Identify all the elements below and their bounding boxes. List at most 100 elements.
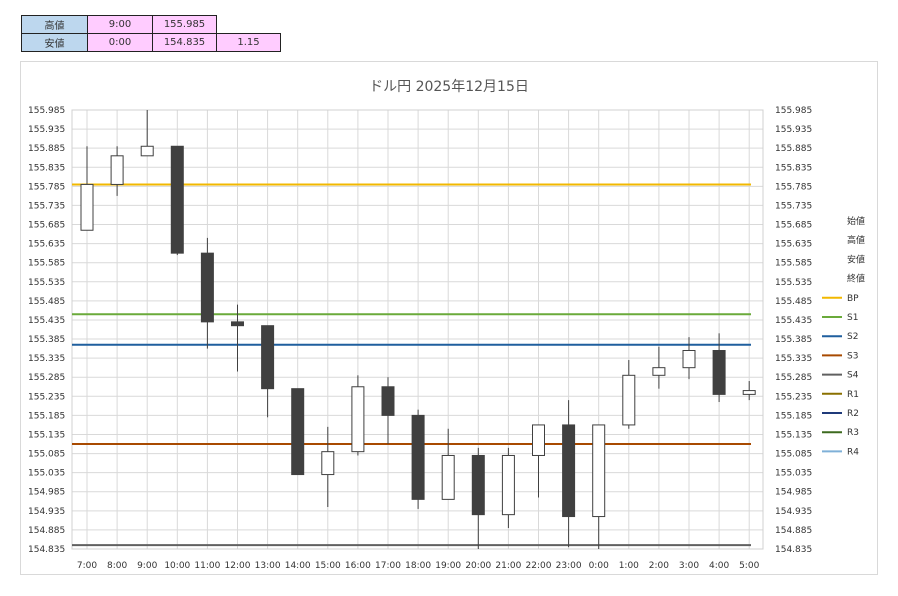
summary-low-label: 安値 xyxy=(21,33,88,52)
y-tick-label-right: 155.435 xyxy=(775,316,812,326)
y-tick-label-left: 155.885 xyxy=(28,144,65,154)
y-tick-label-left: 155.035 xyxy=(28,469,65,479)
y-tick-label-left: 154.885 xyxy=(28,526,65,536)
candle-body xyxy=(351,386,365,453)
y-tick-label-left: 155.435 xyxy=(28,316,65,326)
y-tick-label-right: 155.335 xyxy=(775,354,812,364)
y-tick-label-left: 155.485 xyxy=(28,297,65,307)
candle-body xyxy=(110,155,124,185)
y-tick-label-right: 155.735 xyxy=(775,201,812,211)
y-tick-label-left: 155.985 xyxy=(28,106,65,116)
chart-frame xyxy=(20,61,878,575)
x-tick-label: 8:00 xyxy=(107,561,127,571)
y-tick-label-right: 155.835 xyxy=(775,163,812,173)
candle-body xyxy=(381,386,395,416)
legend-label: R1 xyxy=(847,390,859,400)
x-tick-label: 22:00 xyxy=(526,561,552,571)
y-tick-label-right: 155.685 xyxy=(775,221,812,231)
x-tick-label: 19:00 xyxy=(435,561,461,571)
x-tick-label: 17:00 xyxy=(375,561,401,571)
legend-label: R3 xyxy=(847,428,859,438)
summary-high-time: 9:00 xyxy=(87,15,153,34)
candle-body xyxy=(231,321,244,327)
y-tick-label-left: 155.235 xyxy=(28,392,65,402)
y-tick-label-right: 155.985 xyxy=(775,106,812,116)
x-tick-label: 21:00 xyxy=(495,561,521,571)
legend-label: 始値 xyxy=(847,215,865,227)
candle-body xyxy=(441,454,455,500)
candle-body xyxy=(501,454,515,516)
y-tick-label-left: 155.635 xyxy=(28,240,65,250)
summary-row-low: 安値 0:00 154.835 1.15 xyxy=(21,33,281,52)
summary-low-time: 0:00 xyxy=(87,33,153,52)
y-tick-label-left: 155.085 xyxy=(28,450,65,460)
y-tick-label-right: 155.535 xyxy=(775,278,812,288)
y-tick-label-left: 154.935 xyxy=(28,507,65,517)
y-tick-label-right: 155.485 xyxy=(775,297,812,307)
candle-body xyxy=(742,390,756,395)
legend-label: S1 xyxy=(847,313,858,323)
legend-label: R4 xyxy=(847,447,859,457)
y-tick-label-left: 155.285 xyxy=(28,373,65,383)
legend-label: R2 xyxy=(847,409,859,419)
x-tick-label: 10:00 xyxy=(164,561,190,571)
y-tick-label-right: 154.935 xyxy=(775,507,812,517)
y-tick-label-right: 155.285 xyxy=(775,373,812,383)
x-tick-label: 7:00 xyxy=(77,561,97,571)
y-tick-label-right: 155.185 xyxy=(775,411,812,421)
y-tick-label-right: 155.235 xyxy=(775,392,812,402)
legend-label: 高値 xyxy=(847,234,865,246)
x-tick-label: 11:00 xyxy=(194,561,220,571)
y-tick-label-left: 154.835 xyxy=(28,545,65,555)
candle-body xyxy=(471,454,485,516)
y-tick-label-left: 155.585 xyxy=(28,259,65,269)
legend-label: BP xyxy=(847,294,859,304)
y-tick-label-right: 155.585 xyxy=(775,259,812,269)
x-tick-label: 4:00 xyxy=(709,561,729,571)
legend-label: S3 xyxy=(847,351,858,361)
y-tick-label-right: 155.635 xyxy=(775,240,812,250)
y-tick-label-right: 155.035 xyxy=(775,469,812,479)
x-tick-label: 1:00 xyxy=(619,561,639,571)
summary-range: 1.15 xyxy=(216,33,281,52)
x-tick-label: 20:00 xyxy=(465,561,491,571)
y-tick-label-left: 154.985 xyxy=(28,488,65,498)
x-tick-label: 12:00 xyxy=(225,561,251,571)
summary-table: 高値 9:00 155.985 安値 0:00 154.835 1.15 xyxy=(21,15,281,52)
candle-body xyxy=(652,367,666,376)
y-tick-label-right: 155.385 xyxy=(775,335,812,345)
legend-label: S2 xyxy=(847,332,858,342)
x-tick-label: 9:00 xyxy=(137,561,157,571)
candle-body xyxy=(532,424,545,456)
summary-low-price: 154.835 xyxy=(152,33,217,52)
candle-body xyxy=(170,145,184,254)
y-tick-label-left: 155.835 xyxy=(28,163,65,173)
candle-body xyxy=(291,388,305,476)
plot-area xyxy=(71,109,764,550)
y-tick-label-left: 155.185 xyxy=(28,411,65,421)
x-tick-label: 18:00 xyxy=(405,561,431,571)
y-tick-label-right: 155.885 xyxy=(775,144,812,154)
x-tick-label: 0:00 xyxy=(589,561,609,571)
y-tick-label-right: 155.785 xyxy=(775,182,812,192)
y-tick-label-left: 155.535 xyxy=(28,278,65,288)
candle-body xyxy=(80,183,94,231)
y-tick-label-right: 154.985 xyxy=(775,488,812,498)
candle-body xyxy=(622,374,636,426)
y-tick-label-right: 154.835 xyxy=(775,545,812,555)
x-tick-label: 2:00 xyxy=(649,561,669,571)
candle-body xyxy=(261,325,275,390)
x-tick-label: 13:00 xyxy=(255,561,281,571)
candle-body xyxy=(712,349,726,395)
candle-body xyxy=(140,145,154,157)
legend-label: 終値 xyxy=(847,273,865,285)
y-tick-label-left: 155.935 xyxy=(28,125,65,135)
y-tick-label-left: 155.685 xyxy=(28,221,65,231)
candle-body xyxy=(562,424,576,518)
candle-body xyxy=(411,414,425,500)
summary-high-label: 高値 xyxy=(21,15,88,34)
candle-body xyxy=(321,451,335,476)
legend-label: 安値 xyxy=(847,253,865,265)
y-tick-label-left: 155.135 xyxy=(28,430,65,440)
